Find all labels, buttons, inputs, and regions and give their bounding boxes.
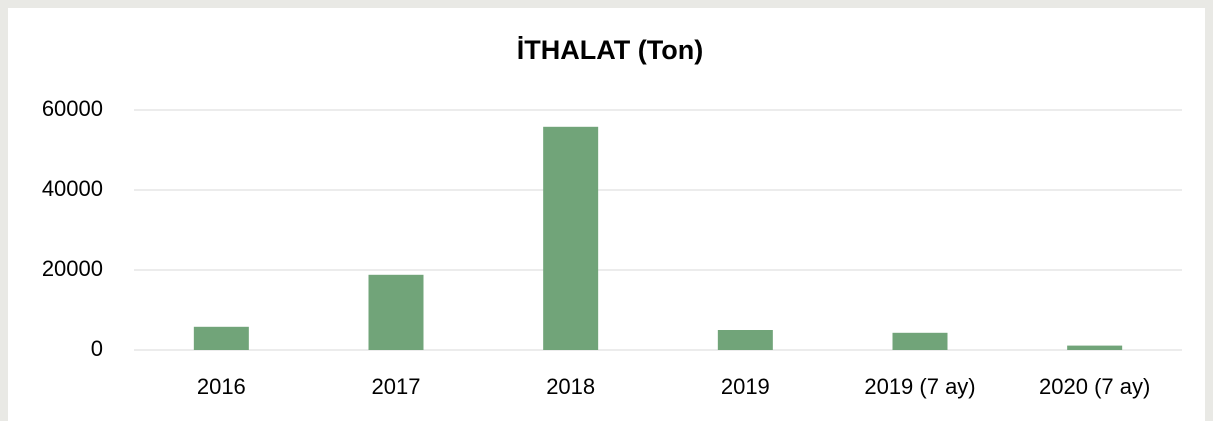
chart-area: [8, 8, 1205, 421]
bar: [717, 330, 773, 350]
y-tick-label: 20000: [42, 256, 103, 281]
bar: [1067, 345, 1123, 350]
x-tick-label: 2018: [546, 374, 595, 399]
x-tick-label: 2019 (7 ay): [864, 374, 975, 399]
x-tick-label: 2017: [372, 374, 421, 399]
bar: [368, 274, 424, 350]
y-tick-label: 40000: [42, 176, 103, 201]
y-tick-label: 0: [91, 336, 103, 361]
x-tick-label: 2020 (7 ay): [1039, 374, 1150, 399]
y-tick-label: 60000: [42, 96, 103, 121]
bar: [892, 332, 948, 350]
bar: [543, 126, 599, 350]
chart-title: İTHALAT (Ton): [517, 35, 703, 65]
x-tick-label: 2016: [197, 374, 246, 399]
x-tick-label: 2019: [721, 374, 770, 399]
bar: [193, 326, 249, 350]
